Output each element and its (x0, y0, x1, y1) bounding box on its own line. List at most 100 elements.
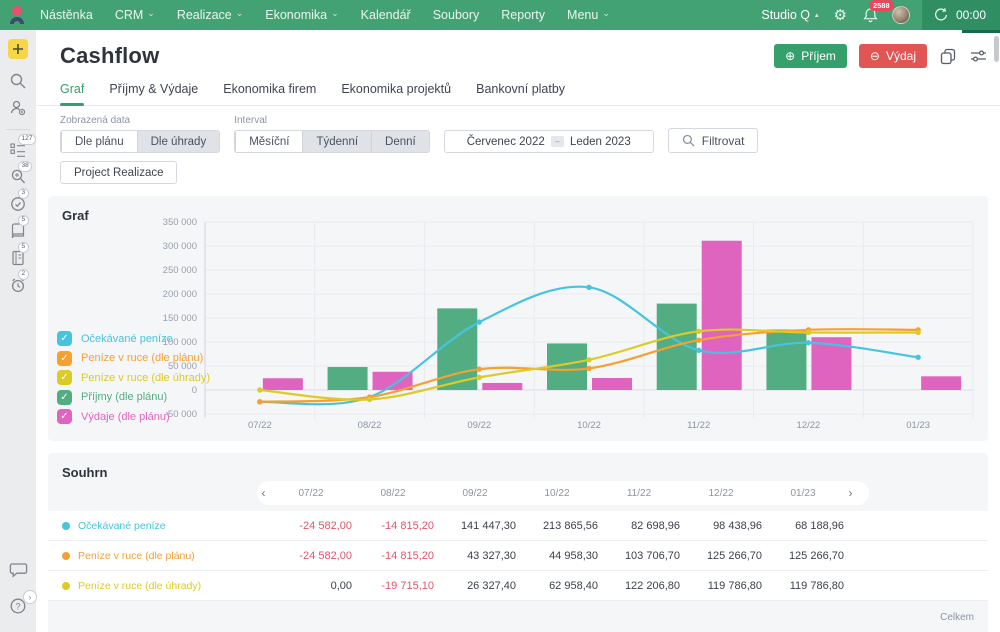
month-column-label: 12/22 (680, 488, 762, 499)
summary-row: Peníze v ruce (dle plánu)-24 582,00-14 8… (48, 541, 988, 571)
app-logo[interactable] (0, 0, 34, 30)
segment-option[interactable]: Týdenní (302, 131, 371, 152)
project-filter-chip[interactable]: Project Realizace (60, 161, 177, 184)
legend-item[interactable]: ✓ Peníze v ruce (dle úhrady) (57, 370, 210, 385)
legend-checkbox[interactable]: ✓ (57, 409, 72, 424)
vertical-scrollbar-thumb[interactable] (994, 36, 999, 62)
svg-text:12/22: 12/22 (797, 420, 821, 431)
income-button[interactable]: ⊕ Příjem (774, 44, 847, 68)
legend-checkbox[interactable]: ✓ (57, 390, 72, 405)
tab-label: Příjmy & Výdaje (109, 82, 198, 96)
legend-label: Peníze v ruce (dle plánu) (81, 352, 203, 364)
chart-legend: ✓Očekávané peníze✓Peníze v ruce (dle plá… (57, 331, 210, 424)
tab[interactable]: Graf (60, 82, 84, 105)
sidebar-tasks-button[interactable]: 127 (5, 137, 31, 163)
summary-value-cell: -24 582,00 (270, 550, 352, 562)
date-to-value[interactable]: Leden 2023 (570, 136, 631, 148)
date-range-input[interactable]: Červenec 2022 – Leden 2023 (444, 130, 654, 153)
sidebar-saved-search-button[interactable]: 38 (5, 164, 31, 190)
series-color-dot (62, 582, 70, 590)
summary-value-cell: 44 958,30 (516, 550, 598, 562)
display-data-group: Zobrazená data Dle plánuDle úhrady (60, 115, 220, 153)
summary-value-cell: 62 958,40 (516, 580, 598, 592)
segment-option[interactable]: Denní (371, 131, 429, 152)
icon-sidebar: 127 38 3 5 5 2 ? (0, 30, 36, 632)
month-column-label: 07/22 (270, 488, 352, 499)
main-content: Cashflow ⊕ Příjem ⊖ Výdaj GrafPříjmy & V… (36, 30, 1000, 632)
nav-menu-item[interactable]: CRM ⌄ (115, 8, 155, 22)
top-navigation: Nástěnka ⌄ CRM ⌄ Realizace ⌄ Ekonomika ⌄… (0, 0, 1000, 30)
nav-menu-item[interactable]: Menu ⌄ (567, 8, 610, 22)
sidebar-search-button[interactable] (5, 68, 31, 94)
add-new-button[interactable] (8, 39, 28, 59)
nav-menu-item[interactable]: Ekonomika ⌄ (265, 8, 338, 22)
interval-group: Interval MěsíčníTýdenníDenní (234, 115, 430, 153)
svg-text:07/22: 07/22 (248, 420, 272, 431)
records-count-badge: 5 (18, 242, 29, 253)
segment-option[interactable]: Dle plánu (61, 131, 137, 152)
month-column-label: 09/22 (434, 488, 516, 499)
legend-item[interactable]: ✓Očekávané peníze (57, 331, 210, 346)
date-from-value[interactable]: Červenec 2022 (467, 136, 545, 148)
next-months-button[interactable]: › (844, 487, 857, 499)
series-color-dot (62, 552, 70, 560)
sidebar-reminders-button[interactable]: 2 (5, 272, 31, 298)
summary-value-cell: 68 188,96 (762, 520, 844, 532)
svg-text:150 000: 150 000 (163, 313, 197, 324)
summary-value-cell: 119 786,80 (680, 580, 762, 592)
summary-row: Peníze v ruce (dle úhrady)0,00-19 715,10… (48, 571, 988, 601)
legend-label: Peníze v ruce (dle úhrady) (81, 372, 210, 384)
expense-button[interactable]: ⊖ Výdaj (859, 44, 927, 68)
month-column-label: 08/22 (352, 488, 434, 499)
user-add-icon (9, 99, 27, 117)
reminders-count-badge: 2 (18, 269, 29, 280)
nav-menu-item[interactable]: Kalendář ⌄ (361, 8, 411, 22)
legend-item[interactable]: ✓Příjmy (dle plánu) (57, 390, 210, 405)
tab[interactable]: Ekonomika firem (223, 82, 316, 105)
summary-month-header: ‹ 07/2208/2209/2210/2211/2212/2201/23 › (257, 481, 869, 505)
summary-value-cell: 43 327,30 (434, 550, 516, 562)
duplicate-view-button[interactable] (939, 47, 957, 65)
main-menu: Nástěnka ⌄ CRM ⌄ Realizace ⌄ Ekonomika ⌄… (40, 8, 610, 22)
view-settings-button[interactable] (969, 47, 988, 65)
summary-value-cell: 125 266,70 (680, 550, 762, 562)
nav-menu-item[interactable]: Soubory ⌄ (433, 8, 480, 22)
sidebar-contacts-button[interactable] (5, 95, 31, 121)
totals-section-header: Celkem (48, 601, 988, 632)
gear-icon[interactable]: ⚙ (834, 8, 847, 23)
legend-checkbox[interactable]: ✓ (57, 370, 72, 385)
time-tracker[interactable]: 00:00 (922, 0, 1000, 30)
user-avatar[interactable] (892, 6, 910, 24)
month-column-label: 01/23 (762, 488, 844, 499)
sidebar-records-button[interactable]: 5 (5, 245, 31, 271)
summary-row: Očekávané peníze-24 582,00-14 815,20141 … (48, 511, 988, 541)
legend-checkbox[interactable]: ✓ (57, 351, 72, 366)
chat-button[interactable] (5, 557, 31, 583)
summary-value-cell: 141 447,30 (434, 520, 516, 532)
segment-option-label: Denní (385, 136, 416, 148)
svg-text:01/23: 01/23 (906, 420, 930, 431)
nav-menu-item[interactable]: Realizace ⌄ (177, 8, 243, 22)
nav-menu-item[interactable]: Nástěnka ⌄ (40, 8, 93, 22)
tab[interactable]: Příjmy & Výdaje (109, 82, 198, 105)
plus-circle-icon: ⊕ (785, 50, 795, 62)
legend-item[interactable]: ✓ Peníze v ruce (dle plánu) (57, 351, 210, 366)
filter-button[interactable]: Filtrovat (668, 128, 759, 153)
interval-toggle: MěsíčníTýdenní Denní (234, 130, 430, 153)
workspace-selector[interactable]: Studio Q ▴ (761, 8, 818, 22)
tab[interactable]: Bankovní platby (476, 82, 565, 105)
sidebar-approvals-button[interactable]: 3 (5, 191, 31, 217)
previous-months-button[interactable]: ‹ (257, 487, 270, 499)
sidebar-expand-button[interactable]: › (23, 590, 37, 604)
summary-value-cell: -14 815,20 (352, 550, 434, 562)
summary-value-cell: 119 786,80 (762, 580, 844, 592)
segment-option[interactable]: Měsíční (235, 131, 302, 152)
nav-menu-item[interactable]: Reporty ⌄ (501, 8, 545, 22)
notifications-button[interactable]: 2588 (863, 7, 878, 23)
tab[interactable]: Ekonomika projektů (341, 82, 451, 105)
legend-checkbox[interactable]: ✓ (57, 331, 72, 346)
sidebar-documents-button[interactable]: 5 (5, 218, 31, 244)
svg-text:10/22: 10/22 (577, 420, 601, 431)
legend-item[interactable]: ✓Výdaje (dle plánu) (57, 409, 210, 424)
segment-option[interactable]: Dle úhrady (137, 131, 220, 152)
